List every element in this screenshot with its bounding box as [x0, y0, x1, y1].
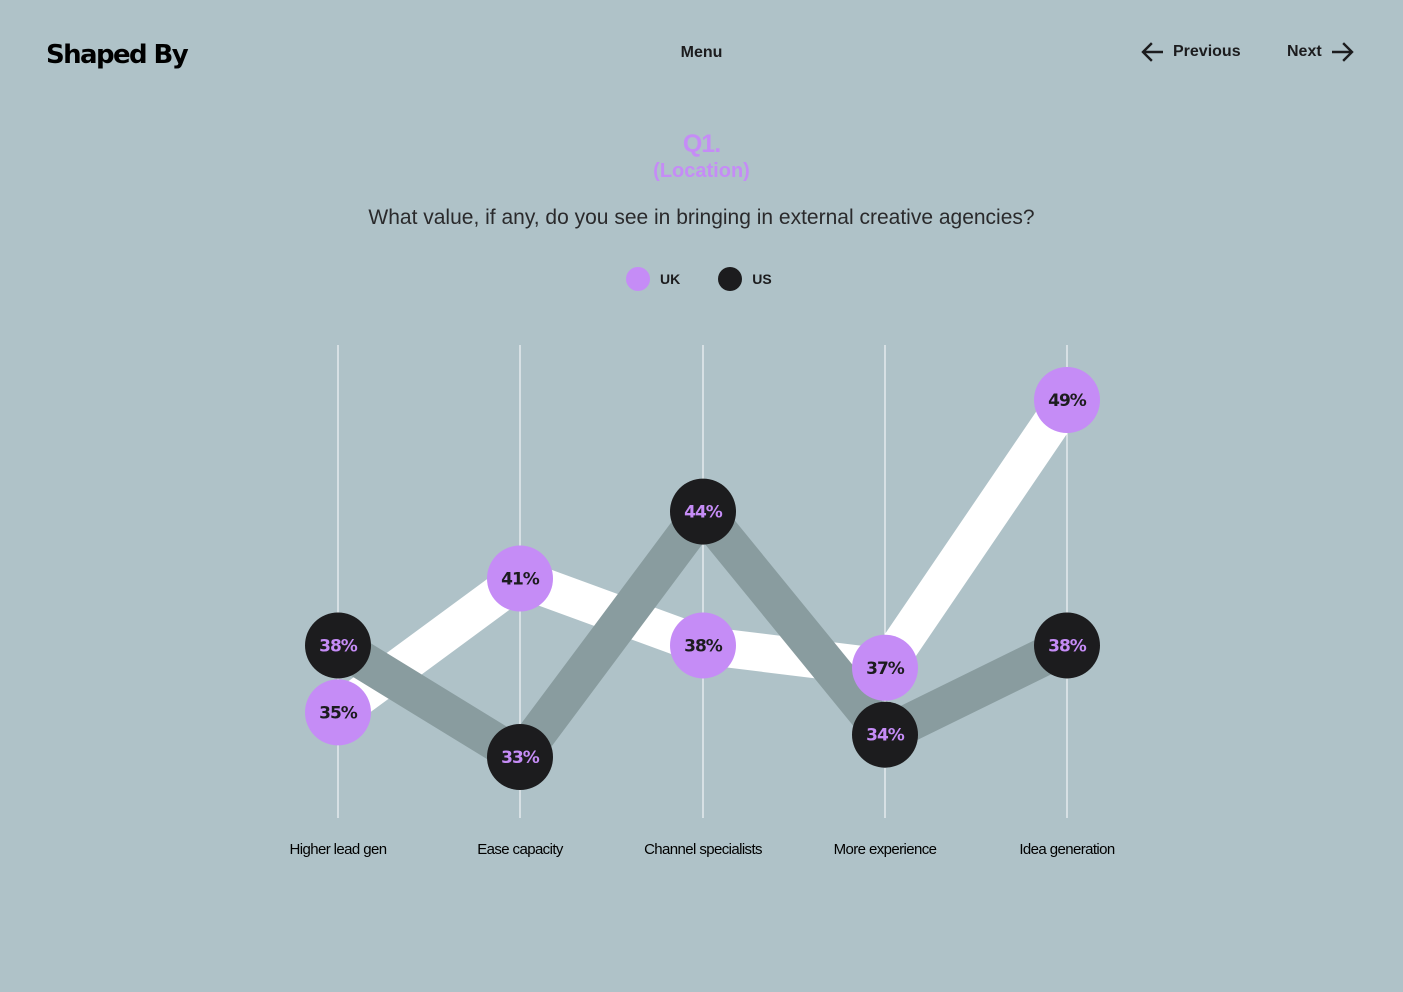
- x-tick-label-4: Idea generation: [1019, 841, 1115, 858]
- uk-marker-4: [1034, 367, 1100, 433]
- arrow-left-icon: [1141, 42, 1163, 62]
- next-label: Next: [1287, 43, 1322, 60]
- us-value-label-1: 33%: [501, 748, 540, 768]
- x-tick-label-1: Ease capacity: [477, 841, 564, 858]
- previous-button[interactable]: Previous: [1141, 42, 1241, 62]
- uk-value-label-2: 38%: [684, 636, 723, 656]
- next-button[interactable]: Next: [1287, 42, 1354, 62]
- logo[interactable]: Shaped By: [46, 40, 189, 70]
- legend-dot-us: [718, 267, 743, 291]
- question-text: What value, if any, do you see in bringi…: [368, 206, 1035, 229]
- us-point-2[interactable]: 44%: [670, 478, 736, 545]
- legend-item-us[interactable]: US: [718, 267, 772, 291]
- uk-marker-0: [305, 679, 371, 746]
- x-axis-labels: Higher lead gen Ease capacity Channel spec…: [290, 841, 1116, 858]
- uk-point-0[interactable]: 35%: [305, 679, 371, 746]
- us-point-4[interactable]: 38%: [1034, 612, 1100, 679]
- legend: UK US: [626, 267, 810, 291]
- us-value-label-4: 38%: [1048, 636, 1087, 656]
- question-subtitle: (Location): [653, 160, 750, 182]
- uk-value-label-0: 35%: [319, 703, 358, 723]
- us-value-label-2: 44%: [684, 503, 723, 523]
- legend-dot-uk: [626, 267, 650, 291]
- uk-value-label-4: 49%: [1048, 391, 1087, 411]
- menu-container: Menu: [0, 44, 1403, 62]
- data-markers: 35% 41% 38% 37% 49% 38% 33% 44% 34% 38%: [305, 367, 1100, 790]
- uk-marker-3: [852, 634, 918, 701]
- legend-label-us: US: [752, 271, 772, 287]
- us-point-1[interactable]: 33%: [487, 724, 553, 790]
- legend-label-uk: UK: [660, 271, 681, 287]
- arrow-right-icon: [1331, 42, 1354, 62]
- us-marker-3: [852, 701, 918, 768]
- us-point-0[interactable]: 38%: [305, 612, 371, 679]
- us-value-label-0: 38%: [319, 636, 358, 656]
- us-marker-0: [305, 612, 371, 679]
- uk-value-label-3: 37%: [866, 659, 905, 679]
- us-point-3[interactable]: 34%: [852, 701, 918, 768]
- x-tick-label-3: More experience: [834, 841, 937, 858]
- uk-value-label-1: 41%: [501, 570, 540, 590]
- x-tick-label-2: Channel specialists: [644, 841, 762, 858]
- uk-point-1[interactable]: 41%: [487, 545, 553, 612]
- uk-point-2[interactable]: 38%: [670, 612, 736, 679]
- uk-marker-2: [670, 612, 736, 679]
- uk-marker-1: [487, 545, 553, 612]
- us-value-label-3: 34%: [866, 726, 905, 746]
- us-marker-2: [670, 478, 736, 545]
- uk-point-4[interactable]: 49%: [1034, 367, 1100, 433]
- menu-button[interactable]: Menu: [680, 44, 723, 61]
- us-marker-1: [487, 724, 553, 790]
- previous-label: Previous: [1173, 43, 1241, 60]
- us-marker-4: [1034, 612, 1100, 679]
- question-number: Q1.: [682, 130, 721, 158]
- uk-point-3[interactable]: 37%: [852, 634, 918, 701]
- x-tick-label-0: Higher lead gen: [290, 841, 387, 858]
- legend-item-uk[interactable]: UK: [626, 267, 680, 291]
